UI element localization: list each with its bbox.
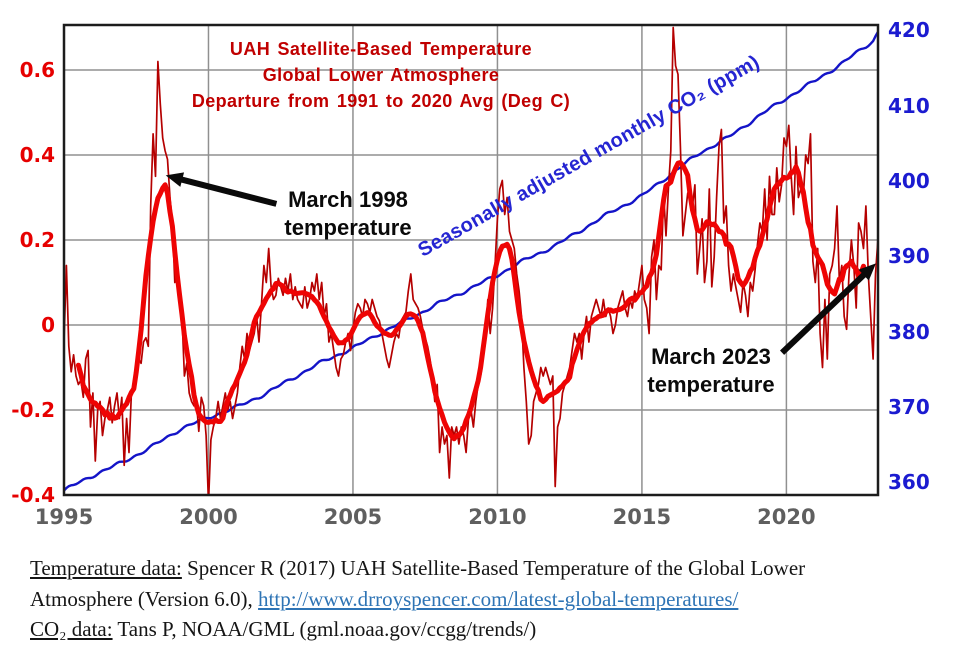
caption-temperature-data-label: Temperature data: bbox=[30, 556, 182, 580]
temperature-smoothed-line bbox=[75, 160, 866, 442]
x-tick-label: 2005 bbox=[323, 505, 383, 529]
x-tick-label: 2000 bbox=[179, 505, 238, 529]
arrow-march-2023 bbox=[779, 270, 869, 355]
chart-title-line-3: Departure from 1991 to 2020 Avg (Deg C) bbox=[191, 91, 571, 111]
y-left-tick-label: 0.6 bbox=[19, 58, 55, 83]
x-tick-label: 2010 bbox=[468, 505, 527, 529]
y-left-tick-label: 0.4 bbox=[19, 143, 55, 168]
y-right-tick-label: 370 bbox=[888, 394, 930, 419]
x-tick-label: 2020 bbox=[757, 505, 816, 529]
x-tick-label: 2015 bbox=[612, 505, 672, 529]
annotation-march-1998: March 1998 temperature bbox=[262, 186, 434, 242]
caption-line-2: Atmosphere (Version 6.0), http://www.drr… bbox=[30, 584, 938, 615]
y-right-tick-label: 410 bbox=[888, 93, 930, 118]
y-left-tick-label: 0 bbox=[41, 313, 55, 338]
chart-title: UAH Satellite-Based Temperature Global L… bbox=[166, 36, 596, 114]
chart-title-line-1: UAH Satellite-Based Temperature bbox=[229, 39, 533, 59]
y-right-tick-label: 380 bbox=[888, 319, 930, 344]
y-left-tick-label: 0.2 bbox=[19, 228, 55, 253]
y-right-tick-label: 420 bbox=[888, 18, 930, 43]
caption-source-link[interactable]: http://www.drroyspencer.com/latest-globa… bbox=[258, 586, 739, 611]
source-caption: Temperature data: Spencer R (2017) UAH S… bbox=[30, 553, 938, 645]
annotation-march-1998-line-2: temperature bbox=[284, 215, 412, 240]
caption-atmosphere-text: Atmosphere (Version 6.0), bbox=[30, 586, 259, 611]
y-right-tick-label: 400 bbox=[888, 168, 930, 193]
y-left-tick-label: -0.2 bbox=[11, 398, 55, 422]
caption-line-3: CO₂ data: Tans P, NOAA/GML (gml.noaa.gov… bbox=[30, 614, 938, 645]
chart-frame bbox=[62, 23, 880, 497]
caption-co2-data-text: Tans P, NOAA/GML (gml.noaa.gov/ccgg/tren… bbox=[112, 617, 537, 641]
caption-co2-data-label: CO₂ data: bbox=[30, 617, 113, 641]
y-right-tick-label: 390 bbox=[888, 244, 930, 269]
caption-line-1: Temperature data: Spencer R (2017) UAH S… bbox=[30, 553, 938, 584]
arrow-march-1998-head bbox=[165, 172, 185, 187]
arrow-march-2023-head bbox=[858, 263, 876, 281]
y-right-tick-label: 360 bbox=[888, 470, 930, 495]
annotation-march-2023-line-1: March 2023 bbox=[651, 344, 771, 369]
annotation-march-2023-line-2: temperature bbox=[647, 372, 775, 397]
x-tick-label: 1995 bbox=[34, 505, 94, 529]
chart-title-line-2: Global Lower Atmosphere bbox=[262, 65, 500, 85]
arrow-march-1998 bbox=[177, 175, 278, 207]
caption-temperature-data-text: Spencer R (2017) UAH Satellite-Based Tem… bbox=[181, 556, 806, 580]
y-left-tick-label: -0.4 bbox=[11, 483, 55, 507]
annotation-march-2023: March 2023 temperature bbox=[625, 343, 797, 399]
annotation-march-1998-line-1: March 1998 bbox=[288, 187, 408, 212]
